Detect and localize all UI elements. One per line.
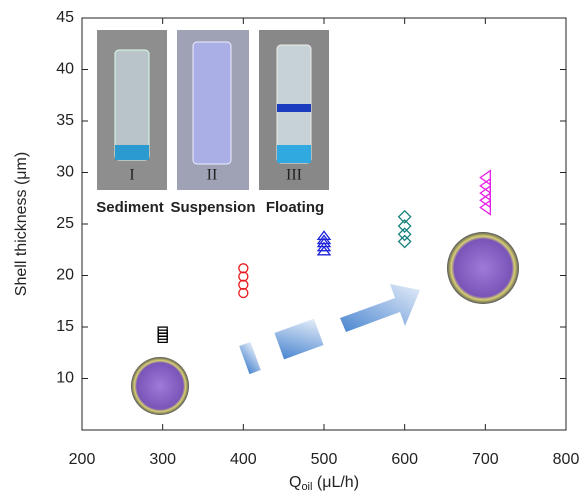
x-tick-label: 400	[230, 451, 257, 468]
x-axis-label-unit: (μL/h)	[312, 474, 359, 491]
x-tick-label: 600	[391, 451, 418, 468]
inset-label: Sediment	[96, 199, 164, 216]
data-point	[480, 201, 490, 215]
x-tick-label: 200	[69, 451, 96, 468]
inset-numeral: II	[207, 167, 218, 184]
inset-label: Floating	[266, 199, 324, 216]
x-tick-label: 500	[311, 451, 338, 468]
y-tick-label: 20	[56, 267, 74, 284]
data-point	[480, 186, 490, 200]
inset-label: Suspension	[170, 199, 255, 216]
capsules	[131, 232, 519, 415]
data-point	[399, 220, 411, 232]
x-tick-label: 800	[553, 451, 580, 468]
y-tick-label: 10	[56, 370, 74, 387]
data-point	[399, 236, 411, 248]
data-point	[399, 228, 411, 240]
x-tick-label: 700	[472, 451, 499, 468]
data-point	[399, 211, 411, 223]
y-tick-label: 45	[56, 9, 74, 26]
x-tick-label: 300	[149, 451, 176, 468]
arrow	[239, 284, 420, 374]
x-axis-label: Qoil (μL/h)	[289, 474, 359, 493]
y-axis-label: Shell thickness (μm)	[13, 152, 30, 296]
y-tick-label: 25	[56, 215, 74, 232]
y-tick-label: 35	[56, 112, 74, 129]
y-tick-label: 15	[56, 318, 74, 335]
data-point	[480, 193, 490, 207]
inset-numeral: I	[129, 167, 134, 184]
y-tick-label: 30	[56, 164, 74, 181]
y-tick-label: 40	[56, 61, 74, 78]
chart: Shell thickness (μm) Qoil (μL/h) 200 300 4…	[0, 0, 581, 494]
x-axis-label-sub: oil	[301, 481, 312, 493]
inset-numeral: III	[286, 167, 302, 184]
x-axis-label-main: Q	[289, 474, 301, 491]
